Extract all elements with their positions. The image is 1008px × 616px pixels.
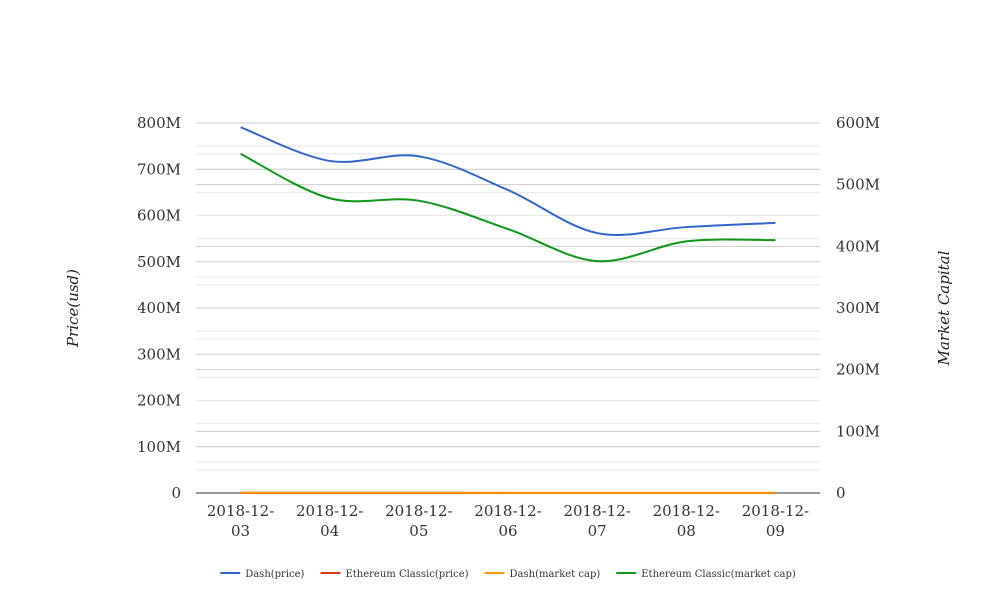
x-tick-label: 2018-12-05: [385, 502, 452, 540]
y2-tick-label: 200M: [836, 361, 880, 379]
legend-label: Dash(price): [245, 569, 304, 580]
y-tick-label: 700M: [137, 160, 181, 178]
y-tick-label: 300M: [137, 345, 181, 363]
y-tick-label: 800M: [137, 114, 181, 132]
x-tick-label: 2018-12-06: [474, 502, 541, 540]
legend-item: Dash(price): [220, 569, 305, 580]
y2-tick-label: 0: [836, 484, 846, 502]
y2-tick-label: 600M: [836, 114, 880, 132]
y-axis-ticks: 0 100M 200M 300M 400M 500M 600M 700M 800M: [137, 114, 181, 502]
y-tick-label: 200M: [137, 392, 181, 410]
y-tick-label: 0: [171, 484, 181, 502]
y-tick-label: 600M: [137, 207, 181, 225]
x-tick-label: 2018-12-08: [653, 502, 720, 540]
y-tick-label: 500M: [137, 253, 181, 271]
x-tick-label: 2018-12-04: [296, 502, 363, 540]
y-tick-label: 100M: [137, 438, 181, 456]
legend-label: Ethereum Classic(market cap): [641, 569, 796, 580]
y2-axis-title: Market Capital: [935, 250, 953, 366]
x-tick-label: 2018-12-07: [563, 502, 630, 540]
legend-item: Ethereum Classic(price): [320, 569, 469, 580]
y-tick-label: 400M: [137, 299, 181, 317]
series-line: [240, 152, 776, 263]
y2-tick-label: 400M: [836, 237, 880, 255]
x-tick-label: 2018-12-03: [207, 502, 274, 540]
legend-item: Dash(market cap): [484, 569, 601, 580]
y2-axis-ticks: 0 100M 200M 300M 400M 500M 600M: [836, 114, 880, 502]
series-line: [240, 126, 776, 236]
y2-tick-label: 100M: [836, 422, 880, 440]
legend-label: Ethereum Classic(price): [345, 569, 468, 580]
series-lines: [240, 126, 776, 495]
grid: [196, 122, 820, 471]
y2-tick-label: 500M: [836, 176, 880, 194]
y-axis-title: Price(usd): [64, 269, 82, 348]
legend: Dash(price) Ethereum Classic(price) Dash(m…: [220, 569, 796, 580]
x-axis-ticks: 2018-12-03 2018-12-04 2018-12-05 2018-12-06…: [207, 502, 809, 540]
legend-item: Ethereum Classic(market cap): [616, 569, 796, 580]
y2-tick-label: 300M: [836, 299, 880, 317]
x-tick-label: 2018-12-09: [742, 502, 809, 540]
legend-label: Dash(market cap): [510, 569, 601, 580]
